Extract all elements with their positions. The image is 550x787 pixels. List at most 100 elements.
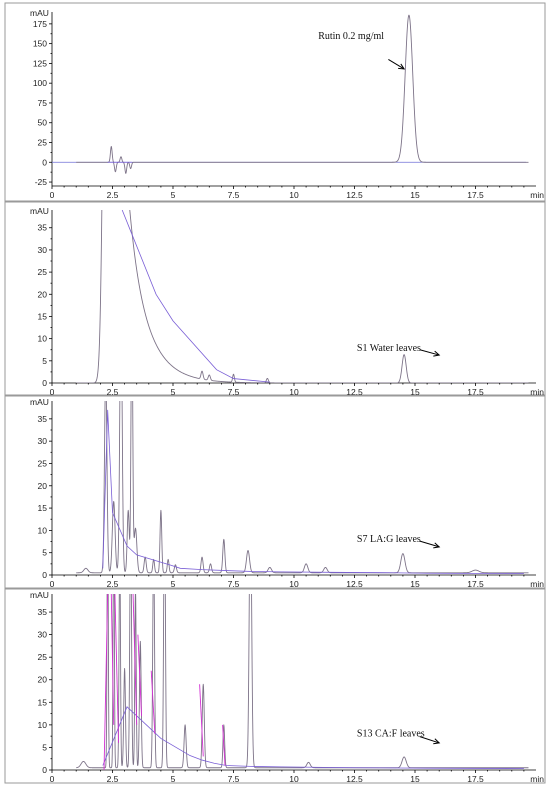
y-tick-label: 0	[42, 570, 47, 580]
peak-annotation: S1 Water leaves	[357, 343, 421, 354]
peak-drop-line	[103, 594, 109, 770]
y-tick-label: 20	[38, 675, 48, 685]
chromatogram-trace	[75, 14, 529, 174]
peak-drop-line	[199, 684, 204, 757]
peak-drop-line	[222, 724, 226, 766]
x-tick-label: 17.5	[467, 774, 484, 784]
x-tick-label: 5	[171, 774, 176, 784]
y-unit-label: mAU	[30, 8, 49, 18]
y-tick-label: 0	[42, 378, 47, 388]
panel-frame	[4, 588, 546, 784]
x-tick-label: 10	[289, 774, 299, 784]
x-tick-label: 12.5	[346, 190, 363, 200]
y-tick-label: 10	[38, 720, 48, 730]
x-tick-label: 5	[171, 579, 176, 589]
y-tick-label: 35	[38, 607, 48, 617]
y-tick-label: 5	[42, 356, 47, 366]
y-tick-label: 15	[38, 311, 48, 321]
y-tick-label: 50	[38, 118, 48, 128]
annotation-arrowhead	[433, 350, 441, 357]
x-tick-label: 7.5	[228, 190, 240, 200]
y-tick-label: 20	[38, 481, 48, 491]
y-tick-label: 175	[33, 19, 47, 29]
y-tick-label: -25	[35, 177, 48, 187]
y-tick-label: 15	[38, 503, 48, 513]
x-tick-label: 17.5	[467, 579, 484, 589]
x-tick-label: 2.5	[107, 387, 119, 397]
y-tick-label: 125	[33, 58, 47, 68]
peak-drop-line	[114, 594, 119, 743]
panel-frame	[4, 2, 546, 202]
annotation-arrowhead	[433, 738, 441, 745]
y-tick-label: 150	[33, 39, 47, 49]
annotation-arrow	[419, 349, 440, 356]
y-tick-label: 30	[38, 245, 48, 255]
x-unit-label: min	[530, 774, 544, 784]
peak-annotation: S7 LA:G leaves	[357, 534, 421, 545]
peak-annotation: Rutin 0.2 mg/ml	[318, 31, 384, 42]
y-tick-label: 0	[42, 157, 47, 167]
panel-frame	[4, 201, 546, 396]
x-tick-label: 15	[410, 774, 420, 784]
annotation-arrow	[419, 540, 440, 548]
y-tick-label: 35	[38, 414, 48, 424]
x-tick-label: 12.5	[346, 774, 363, 784]
x-tick-label: 12.5	[346, 387, 363, 397]
y-unit-label: mAU	[30, 206, 49, 216]
y-tick-label: 75	[38, 98, 48, 108]
x-tick-label: 7.5	[228, 387, 240, 397]
y-tick-label: 30	[38, 630, 48, 640]
x-tick-label: 7.5	[228, 774, 240, 784]
x-tick-label: 0	[50, 387, 55, 397]
x-tick-label: 12.5	[346, 579, 363, 589]
chromatogram-trace	[75, 594, 529, 769]
y-tick-label: 10	[38, 525, 48, 535]
panel-frame	[4, 395, 546, 589]
x-unit-label: min	[530, 190, 544, 200]
y-tick-label: 25	[38, 267, 48, 277]
y-tick-label: 25	[38, 458, 48, 468]
x-tick-label: 15	[410, 387, 420, 397]
x-tick-label: 0	[50, 579, 55, 589]
x-tick-label: 2.5	[107, 190, 119, 200]
x-tick-label: 15	[410, 190, 420, 200]
y-tick-label: 25	[38, 652, 48, 662]
x-tick-label: 10	[289, 387, 299, 397]
y-tick-label: 5	[42, 742, 47, 752]
y-tick-label: 15	[38, 697, 48, 707]
y-tick-label: 35	[38, 223, 48, 233]
x-tick-label: 2.5	[107, 579, 119, 589]
chromatogram-panel-3: 0 5 10 15 20 25 30 35 0 2.5 5 7.5 10 12.5 15 17.5 mAU min…	[4, 395, 546, 589]
y-tick-label: 20	[38, 289, 48, 299]
peak-drop-line	[110, 594, 115, 725]
annotation-arrow	[419, 736, 440, 744]
integration-baseline	[121, 210, 270, 383]
y-tick-label: 5	[42, 548, 47, 558]
x-tick-label: 0	[50, 774, 55, 784]
chromatogram-panel-2: 0 5 10 15 20 25 30 35 0 2.5 5 7.5 10 12.5 15 17.5 mAU min…	[4, 201, 546, 397]
x-tick-label: 17.5	[467, 387, 484, 397]
y-tick-label: 30	[38, 436, 48, 446]
y-tick-label: 25	[38, 138, 48, 148]
x-tick-label: 7.5	[228, 579, 240, 589]
peak-drop-line	[132, 594, 138, 725]
y-unit-label: mAU	[30, 590, 49, 600]
y-tick-label: 0	[42, 765, 47, 775]
y-unit-label: mAU	[30, 397, 49, 407]
x-tick-label: 5	[171, 190, 176, 200]
x-tick-label: 10	[289, 190, 299, 200]
annotation-arrowhead	[398, 63, 406, 70]
peak-annotation: S13 CA:F leaves	[357, 729, 425, 740]
x-unit-label: min	[530, 387, 544, 397]
x-tick-label: 5	[171, 387, 176, 397]
chromatogram-trace	[75, 210, 529, 383]
peak-drop-line	[150, 670, 156, 734]
annotation-arrow	[388, 59, 405, 70]
x-tick-label: 15	[410, 579, 420, 589]
chromatogram-panel-4: 0 5 10 15 20 25 30 35 0 2.5 5 7.5 10 12.5 15 17.5 mAU min…	[4, 588, 546, 784]
peak-drop-line	[137, 634, 142, 716]
integration-baseline	[102, 409, 524, 575]
x-tick-label: 17.5	[467, 190, 484, 200]
